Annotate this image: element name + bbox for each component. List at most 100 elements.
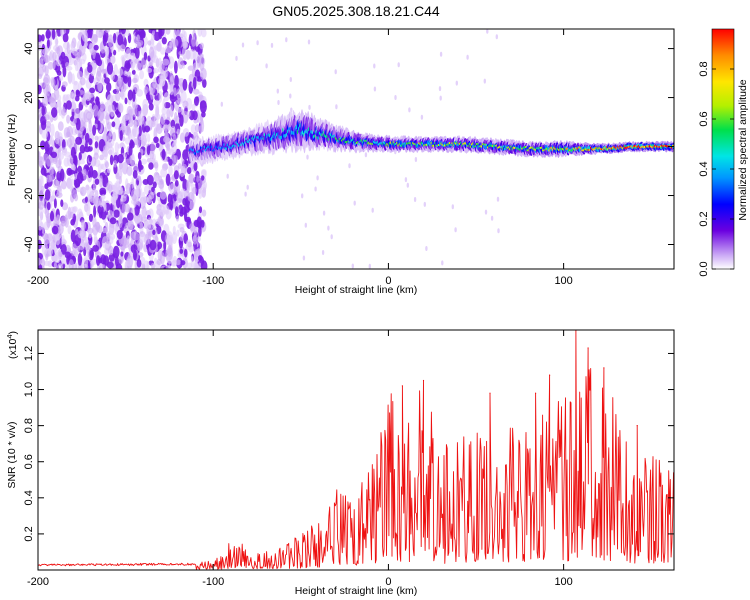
noise-blob [146, 174, 154, 186]
noise-blob [496, 196, 500, 202]
noise-blob [54, 84, 59, 96]
noise-blob [62, 33, 69, 43]
noise-blob [199, 100, 207, 114]
snr-peak-point [587, 347, 589, 349]
noise-blob [99, 187, 107, 195]
colorbar: 0.0 0.2 0.4 0.6 0.8 Normalized spectral ampl… [698, 28, 749, 277]
noise-blob [138, 233, 146, 243]
noise-blob [414, 157, 418, 162]
noise-blob [43, 260, 51, 266]
noise-blob [47, 247, 54, 256]
snr-peak-point [535, 392, 537, 394]
noise-blob [353, 200, 356, 206]
noise-blob [43, 55, 49, 64]
noise-blob [49, 240, 53, 247]
noise-blob [69, 211, 74, 219]
noise-blob [79, 58, 86, 65]
noise-blob [330, 234, 333, 240]
noise-blob [148, 162, 154, 170]
noise-blob [192, 77, 197, 90]
noise-blob [131, 63, 135, 71]
noise-blob [425, 246, 428, 251]
noise-blob [152, 229, 156, 235]
noise-blob [75, 118, 81, 131]
noise-blob [199, 42, 204, 50]
noise-blob [151, 30, 156, 36]
noise-blob [497, 228, 500, 234]
noise-blob [68, 259, 74, 269]
noise-blob [46, 216, 51, 228]
noise-blob [81, 100, 86, 106]
noise-blob [60, 244, 67, 255]
noise-blob [87, 170, 91, 179]
noise-blob [160, 113, 166, 125]
noise-blob [86, 112, 92, 119]
noise-blob [75, 90, 81, 98]
noise-blob [110, 233, 116, 240]
noise-blob [177, 57, 184, 70]
noise-blob [301, 193, 304, 199]
noise-blob [132, 89, 136, 102]
noise-blob [188, 49, 195, 60]
noise-blob [153, 99, 160, 107]
noise-blob [109, 217, 117, 225]
colorbar-tick-label: 0.0 [698, 261, 710, 276]
noise-blob [46, 201, 51, 211]
noise-blob [65, 100, 72, 110]
noise-blob [54, 136, 60, 145]
noise-blob [140, 116, 145, 125]
noise-blob [38, 44, 42, 51]
noise-blob [97, 120, 101, 131]
noise-blob [130, 52, 136, 63]
noise-blob [136, 89, 144, 97]
noise-blob [169, 198, 174, 211]
noise-blob [52, 179, 60, 188]
noise-blob [120, 86, 125, 100]
noise-blob [169, 104, 174, 118]
noise-blob [180, 206, 187, 215]
noise-blob [120, 54, 127, 62]
noise-blob [76, 130, 83, 138]
snr-peak-point [401, 385, 403, 387]
y-tick-label: -20 [23, 188, 35, 204]
noise-blob [58, 152, 65, 160]
noise-blob [117, 153, 124, 164]
noise-blob [413, 197, 417, 202]
noise-blob [173, 87, 177, 97]
noise-blob [56, 70, 62, 76]
noise-blob [201, 175, 205, 181]
noise-blob [88, 155, 93, 163]
noise-blob [162, 58, 170, 66]
noise-blob [174, 60, 178, 74]
noise-blob [199, 53, 204, 59]
noise-blob [134, 120, 138, 134]
noise-blob [327, 225, 330, 231]
noise-blob [55, 59, 61, 67]
noise-blob [182, 178, 188, 192]
noise-blob [334, 69, 337, 75]
noise-blob [176, 88, 180, 101]
noise-blob [170, 119, 176, 128]
noise-blob [128, 220, 134, 231]
noise-blob [176, 229, 180, 237]
noise-blob [368, 263, 371, 269]
noise-blob [132, 170, 138, 179]
noise-blob [84, 196, 88, 203]
noise-blob [202, 183, 207, 195]
noise-blob [147, 217, 152, 229]
noise-blob [88, 213, 94, 222]
colorbar-tick-label: 0.4 [698, 161, 710, 176]
noise-blob [191, 36, 196, 47]
noise-blob [53, 217, 60, 228]
noise-blob [45, 120, 52, 129]
noise-blob [57, 263, 63, 269]
noise-blob [146, 157, 152, 163]
noise-blob [108, 222, 115, 236]
noise-blob [118, 103, 124, 114]
noise-blob [179, 248, 184, 254]
noise-blob [201, 209, 207, 217]
noise-blob [60, 199, 64, 207]
noise-blob [174, 111, 178, 123]
snr-x-axis-title: Height of straight line (km) [295, 585, 418, 597]
noise-blob [125, 48, 132, 61]
